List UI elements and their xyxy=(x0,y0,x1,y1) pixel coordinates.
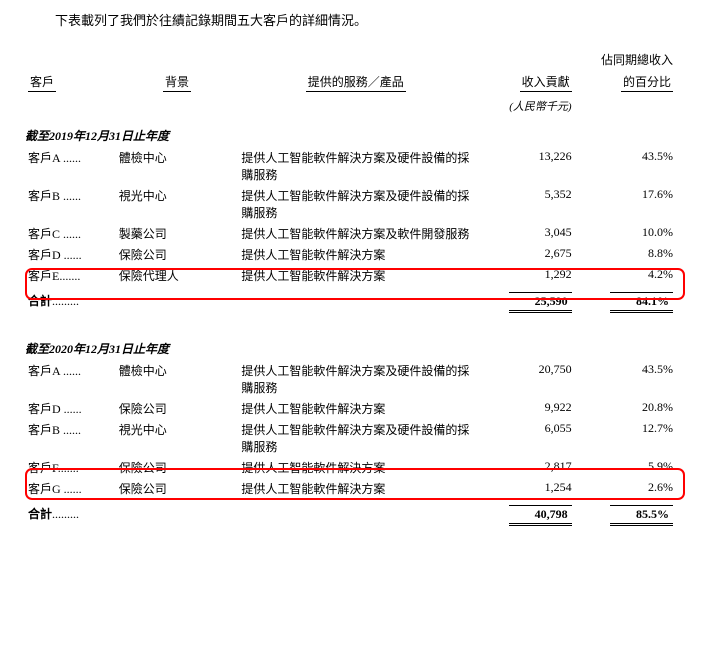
cell-service: 提供人工智能軟件解決方案 xyxy=(238,478,473,499)
cell-customer: 客戶B ...... xyxy=(25,185,116,223)
cell-service: 提供人工智能軟件解決方案及硬件設備的採購服務 xyxy=(238,147,473,185)
cell-customer: 客戶F....... xyxy=(25,457,116,478)
total-row: 合計......... 25,59084.1% xyxy=(25,286,676,317)
cell-percentage: 12.7% xyxy=(575,419,676,457)
cell-background: 保險公司 xyxy=(116,478,239,499)
table-container: 佔同期總收入 客戶 背景 提供的服務／產品 收入貢獻 的百分比 (人民幣千元) … xyxy=(25,49,676,548)
cell-percentage: 5.9% xyxy=(575,457,676,478)
cell-revenue: 1,292 xyxy=(473,265,574,286)
total-label: 合計......... xyxy=(25,286,116,317)
cell-customer: 客戶G ...... xyxy=(25,478,116,499)
total-revenue: 40,798 xyxy=(473,499,574,530)
cell-percentage: 20.8% xyxy=(575,398,676,419)
cell-percentage: 10.0% xyxy=(575,223,676,244)
cell-background: 保險公司 xyxy=(116,398,239,419)
cell-percentage: 43.5% xyxy=(575,147,676,185)
section-title: 截至2020年12月31日止年度 xyxy=(25,335,676,360)
hdr-customer: 客戶 xyxy=(28,73,56,92)
cell-customer: 客戶B ...... xyxy=(25,419,116,457)
cell-revenue: 2,675 xyxy=(473,244,574,265)
cell-service: 提供人工智能軟件解決方案 xyxy=(238,457,473,478)
header-row-1: 佔同期總收入 xyxy=(25,49,676,71)
cell-customer: 客戶A ...... xyxy=(25,360,116,398)
table-row: 客戶A ......體檢中心提供人工智能軟件解決方案及硬件設備的採購服務13,2… xyxy=(25,147,676,185)
cell-service: 提供人工智能軟件解決方案 xyxy=(238,265,473,286)
hdr-pct-l1: 佔同期總收入 xyxy=(601,53,673,67)
cell-revenue: 9,922 xyxy=(473,398,574,419)
cell-customer: 客戶E....... xyxy=(25,265,116,286)
table-row: 客戶G ......保險公司提供人工智能軟件解決方案1,2542.6% xyxy=(25,478,676,499)
cell-revenue: 1,254 xyxy=(473,478,574,499)
total-row: 合計......... 40,79885.5% xyxy=(25,499,676,530)
cell-percentage: 17.6% xyxy=(575,185,676,223)
cell-revenue: 5,352 xyxy=(473,185,574,223)
cell-revenue: 6,055 xyxy=(473,419,574,457)
cell-customer: 客戶D ...... xyxy=(25,398,116,419)
cell-revenue: 2,817 xyxy=(473,457,574,478)
cell-background: 保險公司 xyxy=(116,457,239,478)
cell-service: 提供人工智能軟件解決方案及硬件設備的採購服務 xyxy=(238,360,473,398)
cell-percentage: 43.5% xyxy=(575,360,676,398)
cell-service: 提供人工智能軟件解決方案及硬件設備的採購服務 xyxy=(238,185,473,223)
table-row: 客戶C ......製藥公司提供人工智能軟件解決方案及軟件開發服務3,04510… xyxy=(25,223,676,244)
cell-revenue: 20,750 xyxy=(473,360,574,398)
table-row: 客戶F.......保險公司提供人工智能軟件解決方案2,8175.9% xyxy=(25,457,676,478)
hdr-service: 提供的服務／產品 xyxy=(306,73,406,92)
total-percentage: 84.1% xyxy=(575,286,676,317)
cell-customer: 客戶C ...... xyxy=(25,223,116,244)
table-row: 客戶A ......體檢中心提供人工智能軟件解決方案及硬件設備的採購服務20,7… xyxy=(25,360,676,398)
cell-background: 保險代理人 xyxy=(116,265,239,286)
hdr-pct-l2: 的百分比 xyxy=(621,73,673,92)
cell-revenue: 3,045 xyxy=(473,223,574,244)
table-row: 客戶D ......保險公司提供人工智能軟件解決方案2,6758.8% xyxy=(25,244,676,265)
cell-background: 視光中心 xyxy=(116,185,239,223)
unit-row: (人民幣千元) xyxy=(25,95,676,122)
cell-service: 提供人工智能軟件解決方案 xyxy=(238,244,473,265)
cell-percentage: 4.2% xyxy=(575,265,676,286)
cell-background: 保險公司 xyxy=(116,244,239,265)
customers-table: 佔同期總收入 客戶 背景 提供的服務／產品 收入貢獻 的百分比 (人民幣千元) … xyxy=(25,49,676,548)
cell-percentage: 2.6% xyxy=(575,478,676,499)
table-row: 客戶E.......保險代理人提供人工智能軟件解決方案1,2924.2% xyxy=(25,265,676,286)
hdr-revenue: 收入貢獻 xyxy=(520,73,572,92)
table-row: 客戶D ......保險公司提供人工智能軟件解決方案9,92220.8% xyxy=(25,398,676,419)
total-percentage: 85.5% xyxy=(575,499,676,530)
cell-customer: 客戶A ...... xyxy=(25,147,116,185)
cell-percentage: 8.8% xyxy=(575,244,676,265)
cell-service: 提供人工智能軟件解決方案及硬件設備的採購服務 xyxy=(238,419,473,457)
hdr-unit: (人民幣千元) xyxy=(473,95,574,122)
table-row: 客戶B ......視光中心提供人工智能軟件解決方案及硬件設備的採購服務5,35… xyxy=(25,185,676,223)
cell-background: 視光中心 xyxy=(116,419,239,457)
section-title: 截至2019年12月31日止年度 xyxy=(25,122,676,147)
cell-background: 體檢中心 xyxy=(116,360,239,398)
cell-service: 提供人工智能軟件解決方案及軟件開發服務 xyxy=(238,223,473,244)
table-row: 客戶B ......視光中心提供人工智能軟件解決方案及硬件設備的採購服務6,05… xyxy=(25,419,676,457)
cell-customer: 客戶D ...... xyxy=(25,244,116,265)
header-row-2: 客戶 背景 提供的服務／產品 收入貢獻 的百分比 xyxy=(25,71,676,95)
intro-text: 下表載列了我們於往績記錄期間五大客戶的詳細情況。 xyxy=(55,10,676,29)
cell-service: 提供人工智能軟件解決方案 xyxy=(238,398,473,419)
cell-background: 製藥公司 xyxy=(116,223,239,244)
cell-background: 體檢中心 xyxy=(116,147,239,185)
hdr-background: 背景 xyxy=(163,73,191,92)
total-revenue: 25,590 xyxy=(473,286,574,317)
cell-revenue: 13,226 xyxy=(473,147,574,185)
total-label: 合計......... xyxy=(25,499,116,530)
